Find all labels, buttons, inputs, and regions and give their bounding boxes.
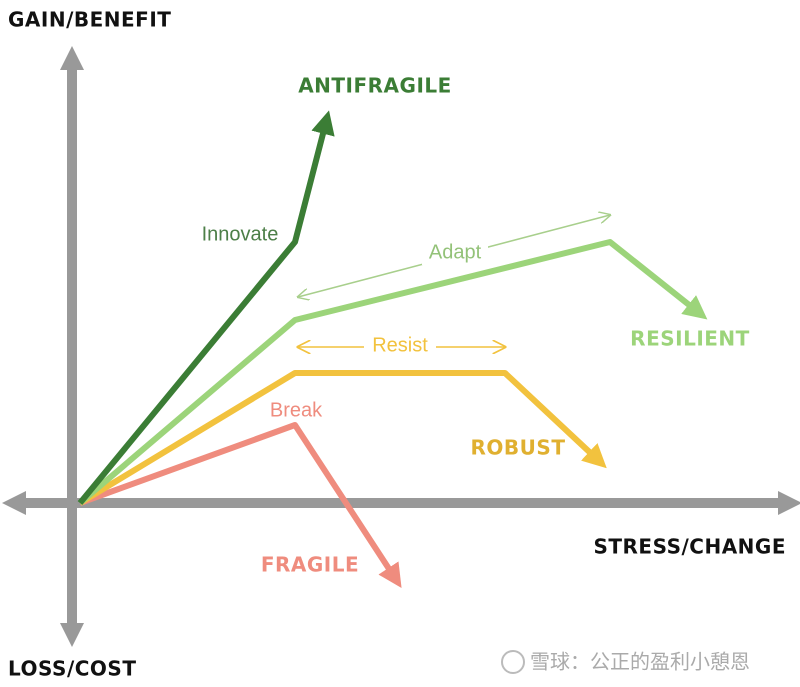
robust-curve (78, 370, 607, 506)
x-right-label: STRESS/CHANGE (593, 535, 786, 559)
watermark-icon (501, 650, 525, 674)
y-bottom-label: LOSS/COST (8, 657, 136, 681)
curve-annotation: Resist (372, 334, 428, 356)
label-bg (422, 241, 488, 265)
y-top-label: GAIN/BENEFIT (8, 8, 171, 32)
curve-annotation: Break (270, 399, 323, 421)
fragile-curve (78, 422, 402, 589)
watermark: 雪球：公正的盈利小憩恩 (530, 650, 750, 674)
curve-label: RESILIENT (630, 327, 750, 351)
curve-label: ANTIFRAGILE (298, 74, 452, 98)
curve-label: ROBUST (471, 436, 566, 460)
label-bg (364, 334, 436, 360)
curve-annotation: Innovate (202, 223, 279, 245)
curve-label: FRAGILE (261, 553, 359, 577)
curve-annotation: Adapt (429, 241, 482, 263)
antifragile-curve (77, 110, 335, 505)
